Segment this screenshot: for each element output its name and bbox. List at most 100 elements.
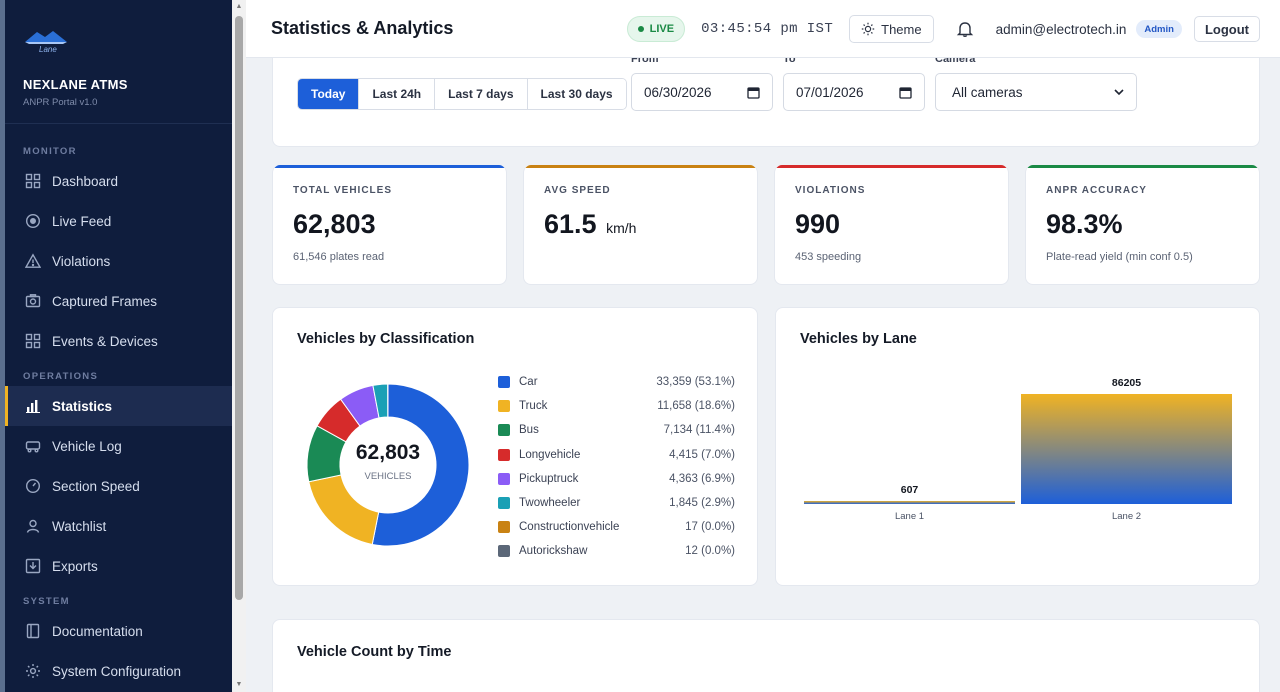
kpi-label: AVG SPEED [544, 185, 611, 196]
classification-chart-card: Vehicles by Classification 62,803 VEHICL… [272, 307, 758, 586]
live-dot-icon [637, 26, 644, 32]
sidebar-item-section-speed[interactable]: Section Speed [5, 466, 232, 506]
donut-slice-car[interactable] [371, 383, 470, 547]
live-status-badge: LIVE [626, 16, 686, 42]
legend-item-pickuptruck[interactable]: Pickuptruck 4,363 (6.9%) [498, 467, 735, 491]
role-badge: Admin [1136, 20, 1182, 38]
user-email: admin@electrotech.in [995, 21, 1127, 37]
kpi-card-total-vehicles: TOTAL VEHICLES 62,803 61,546 plates read [272, 165, 507, 285]
to-date-input[interactable]: 07/01/2026 [783, 73, 925, 111]
sidebar-item-label: Captured Frames [52, 293, 158, 309]
legend-swatch [498, 376, 510, 389]
legend-swatch [498, 521, 510, 534]
legend-item-longvehicle[interactable]: Longvehicle 4,415 (7.0%) [498, 443, 735, 467]
chevron-down-icon [1114, 88, 1124, 95]
page-title: Statistics & Analytics [271, 18, 454, 38]
bell-icon[interactable] [956, 20, 974, 38]
camera-select[interactable]: All cameras [935, 73, 1137, 111]
legend-item-constructionvehicle[interactable]: Constructionvehicle 17 (0.0%) [498, 515, 735, 539]
legend-item-car[interactable]: Car 33,359 (53.1%) [498, 370, 735, 394]
brand-subtitle: ANPR Portal v1.0 [23, 97, 98, 108]
sidebar-item-label: Exports [52, 558, 98, 574]
grid-icon [25, 333, 41, 349]
range-button-group: Today Last 24h Last 7 days Last 30 days [297, 78, 627, 110]
lane-bar-chart: 607 Lane 1 86205 Lane 2 [804, 377, 1232, 522]
sidebar-item-system-configuration[interactable]: System Configuration [5, 651, 232, 691]
sidebar-item-label: Violations [52, 253, 111, 269]
lane-chart-card: Vehicles by Lane 607 Lane 1 86205 Lane 2 [775, 307, 1260, 586]
from-date-input[interactable]: 06/30/2026 [631, 73, 773, 111]
lane-chart-title: Vehicles by Lane [800, 331, 917, 347]
range-today-button[interactable]: Today [298, 79, 360, 109]
scroll-up-arrow-icon[interactable]: ▲ [235, 3, 243, 10]
kpi-card-anpr-accuracy: ANPR ACCURACY 98.3% Plate-read yield (mi… [1025, 165, 1260, 285]
legend-label: Constructionvehicle [519, 521, 620, 534]
kpi-card-avg-speed: AVG SPEED 61.5 km/h [523, 165, 758, 285]
lane-bar-data-label: 86205 [1112, 377, 1141, 389]
calendar-icon[interactable] [747, 86, 760, 99]
brand: Lane NEXLANE ATMS ANPR Portal v1.0 [5, 0, 232, 124]
range-24h-button[interactable]: Last 24h [359, 79, 436, 109]
kpi-card-violations: VIOLATIONS 990 453 speeding [774, 165, 1009, 285]
kpi-label: ANPR ACCURACY [1046, 185, 1147, 196]
top-header: Statistics & Analytics LIVE 03:45:54 pm … [246, 0, 1280, 58]
sidebar-scrollbar[interactable]: ▲ ▼ [232, 0, 246, 692]
sidebar-item-vehicle-log[interactable]: Vehicle Log [5, 426, 232, 466]
grid-icon [25, 173, 41, 189]
lane-bar-1[interactable] [804, 501, 1015, 504]
scroll-thumb[interactable] [235, 16, 243, 600]
legend-value: 33,359 (53.1%) [656, 376, 735, 389]
sidebar-item-live-feed[interactable]: Live Feed [5, 201, 232, 241]
calendar-icon[interactable] [899, 86, 912, 99]
donut-center-label: VEHICLES [364, 471, 412, 482]
legend-swatch [498, 424, 510, 437]
donut-chart [306, 383, 470, 547]
to-date-value: 07/01/2026 [796, 84, 864, 100]
legend-value: 12 (0.0%) [685, 545, 735, 558]
legend-item-bus[interactable]: Bus 7,134 (11.4%) [498, 418, 735, 442]
sidebar-item-label: Section Speed [52, 478, 140, 494]
sidebar-item-statistics[interactable]: Statistics [5, 386, 232, 426]
lane-tick-label: Lane 2 [1112, 511, 1141, 522]
legend-item-truck[interactable]: Truck 11,658 (18.6%) [498, 394, 735, 418]
legend-item-autorickshaw[interactable]: Autorickshaw 12 (0.0%) [498, 539, 735, 563]
logout-button[interactable]: Logout [1193, 16, 1260, 42]
sidebar-item-label: System Configuration [52, 663, 182, 679]
window-edge [0, 0, 5, 692]
sidebar-item-label: Events & Devices [52, 333, 158, 349]
lane-bar-2[interactable] [1021, 394, 1232, 504]
sidebar-item-events-devices[interactable]: Events & Devices [5, 321, 232, 361]
legend-swatch [498, 448, 510, 461]
legend-value: 17 (0.0%) [685, 521, 735, 534]
camera-select-value: All cameras [952, 84, 1023, 100]
sidebar-item-exports[interactable]: Exports [5, 546, 232, 586]
kpi-accent-bar [273, 165, 506, 168]
legend-item-twowheeler[interactable]: Twowheeler 1,845 (2.9%) [498, 491, 735, 515]
sidebar-item-watchlist[interactable]: Watchlist [5, 506, 232, 546]
classification-chart-title: Vehicles by Classification [297, 331, 475, 347]
sidebar-item-label: Dashboard [52, 173, 119, 189]
sidebar-item-dashboard[interactable]: Dashboard [5, 161, 232, 201]
range-7-days-button[interactable]: Last 7 days [435, 79, 528, 109]
theme-button[interactable]: Theme [849, 15, 934, 43]
sidebar-item-violations[interactable]: Violations [5, 241, 232, 281]
kpi-value: 61.5 km/h [544, 209, 637, 239]
time-chart-card: Vehicle Count by Time [272, 619, 1260, 692]
book-icon [25, 623, 41, 639]
scroll-down-arrow-icon[interactable]: ▼ [235, 681, 243, 688]
sidebar-item-captured-frames[interactable]: Captured Frames [5, 281, 232, 321]
brand-name: NEXLANE ATMS [23, 77, 128, 92]
lane-tick-label: Lane 1 [895, 511, 924, 522]
kpi-label: TOTAL VEHICLES [293, 185, 393, 196]
clock: 03:45:54 pm IST [701, 21, 834, 37]
sun-icon [861, 22, 875, 36]
speedometer-icon [25, 478, 41, 494]
range-30-days-button[interactable]: Last 30 days [527, 79, 626, 109]
warning-icon [25, 253, 41, 269]
kpi-value: 990 [795, 209, 841, 239]
sidebar-item-documentation[interactable]: Documentation [5, 611, 232, 651]
legend-value: 4,363 (6.9%) [669, 472, 735, 485]
donut-slice-truck[interactable] [308, 474, 380, 546]
kpi-sub: 453 speeding [795, 251, 862, 263]
lane-logo: Lane [25, 31, 67, 54]
